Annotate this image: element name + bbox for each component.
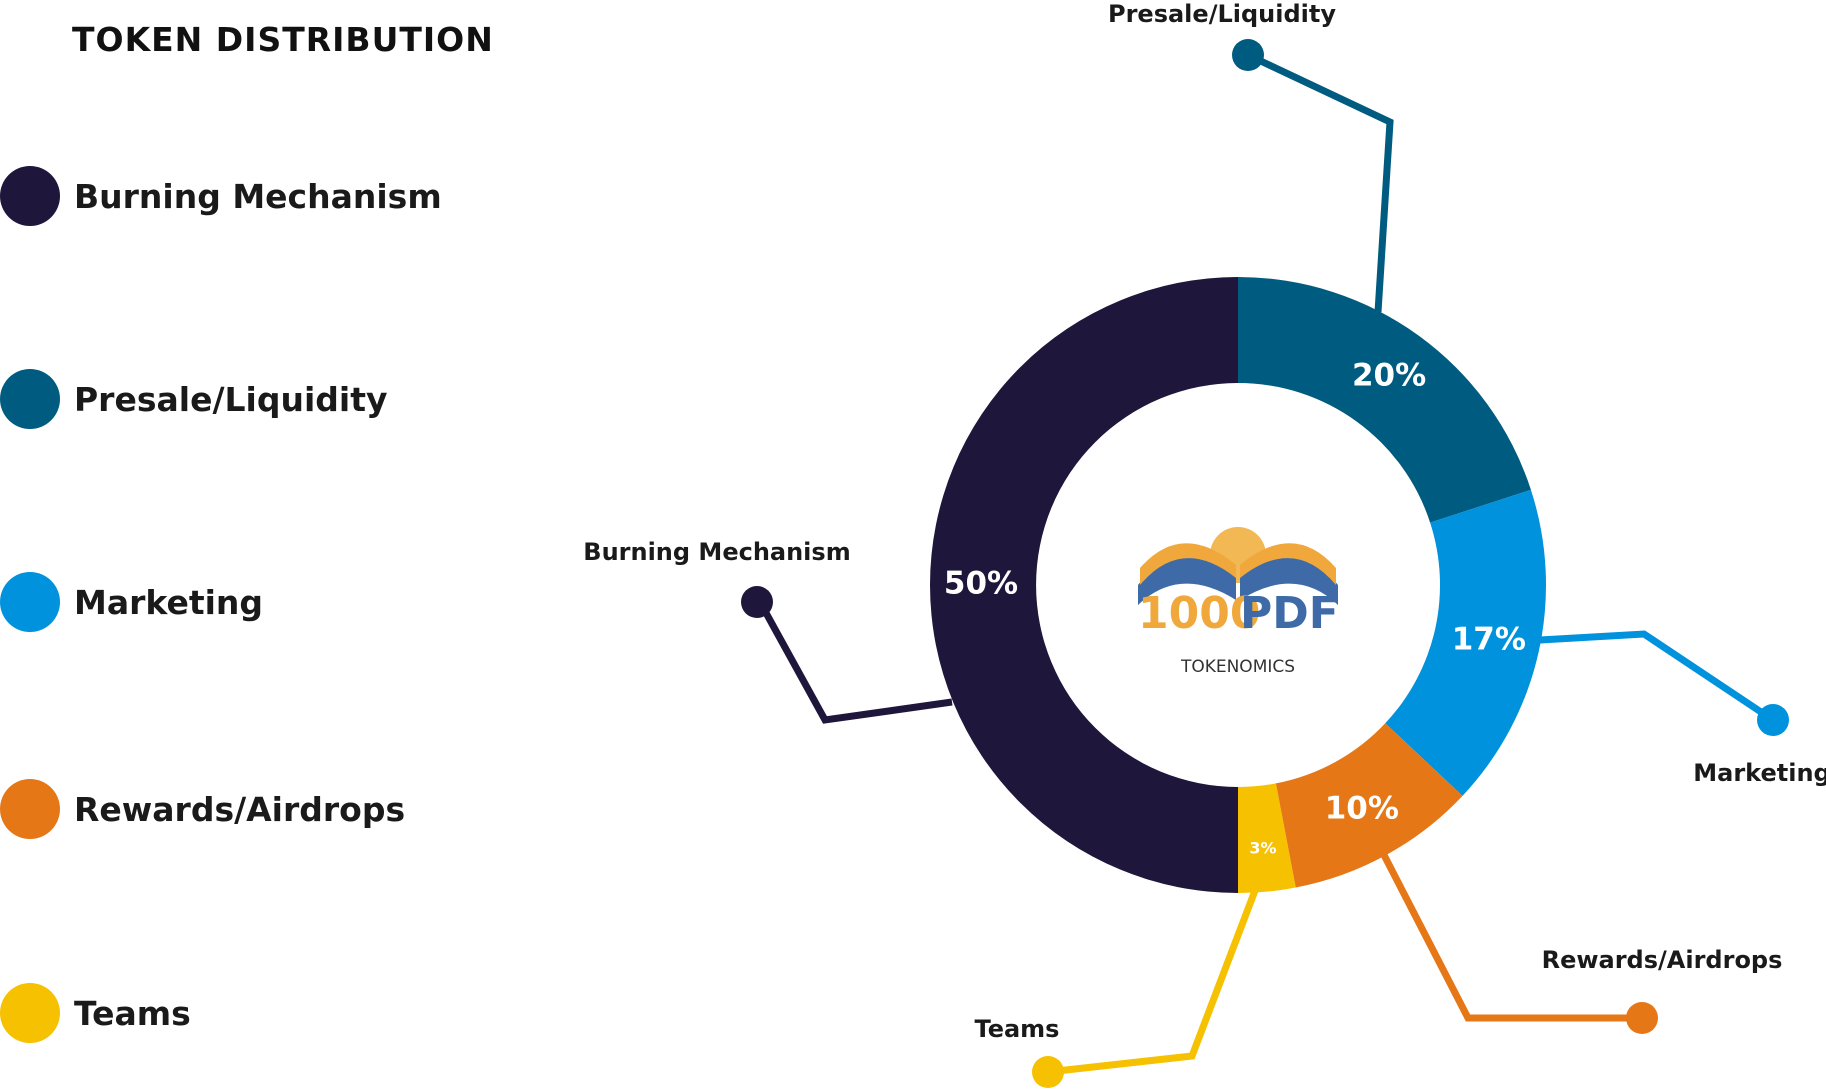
logo-text-prefix: 1000 [1138,588,1260,639]
callout-line-rewards-airdrops [1380,853,1642,1022]
legend-swatch [0,983,60,1043]
legend-item-marketing: Marketing [0,571,263,633]
legend-label: Presale/Liquidity [74,379,388,419]
legend-label: Burning Mechanism [74,176,442,216]
donut-slices [930,277,1546,893]
legend-swatch [0,572,60,632]
callout-label-rewards-airdrops: Rewards/Airdrops [1542,946,1783,974]
callout-lines: Presale/Liquidity Marketing Rewards/Airdro… [583,0,1826,1088]
slice-burning-mechanism [930,277,1238,893]
callout-label-marketing: Marketing [1693,759,1826,787]
percent-label-marketing: 17% [1452,622,1526,658]
legend-swatch [0,369,60,429]
callout-line-teams [1047,886,1260,1076]
legend-swatch [0,166,60,226]
callout-label-burning-mechanism: Burning Mechanism [583,538,850,566]
callout-dot-presale-liquidity [1232,39,1264,71]
percent-label-rewards-airdrops: 10% [1325,791,1399,827]
callout-label-presale-liquidity: Presale/Liquidity [1108,0,1336,28]
slice-teams [1238,783,1296,893]
percent-labels: 20% 17% 10% 3% 50% [944,358,1526,858]
slice-presale-liquidity [1238,277,1531,523]
callout-line-burning-mechanism [756,600,953,724]
legend-item-rewards-airdrops: Rewards/Airdrops [0,778,405,840]
slice-marketing [1385,489,1546,796]
page-title: TOKEN DISTRIBUTION [72,20,494,59]
callout-line-marketing [1539,630,1775,723]
legend-label: Marketing [74,582,264,622]
callout-line-presale-liquidity [1246,51,1394,313]
legend-item-presale-liquidity: Presale/Liquidity [0,368,387,430]
logo-text-suffix: PDF [1240,588,1339,639]
legend-label: Teams [74,993,191,1033]
legend-item-teams: Teams [0,982,191,1044]
logo-icon: 1000 PDF [1138,527,1339,639]
legend-swatch [0,779,60,839]
percent-label-burning-mechanism: 50% [944,566,1018,602]
percent-label-teams: 3% [1249,838,1276,857]
legend-label: Rewards/Airdrops [74,789,406,829]
callout-dot-marketing [1757,704,1789,736]
slice-rewards-airdrops [1275,723,1463,888]
center-caption: TOKENOMICS [1180,657,1295,677]
callout-dot-burning-mechanism [741,586,773,618]
callout-dot-rewards-airdrops [1626,1002,1658,1034]
callout-dot-teams [1032,1056,1064,1088]
legend-item-burning-mechanism: Burning Mechanism [0,165,442,227]
percent-label-presale-liquidity: 20% [1352,358,1426,394]
callout-label-teams: Teams [975,1015,1060,1043]
